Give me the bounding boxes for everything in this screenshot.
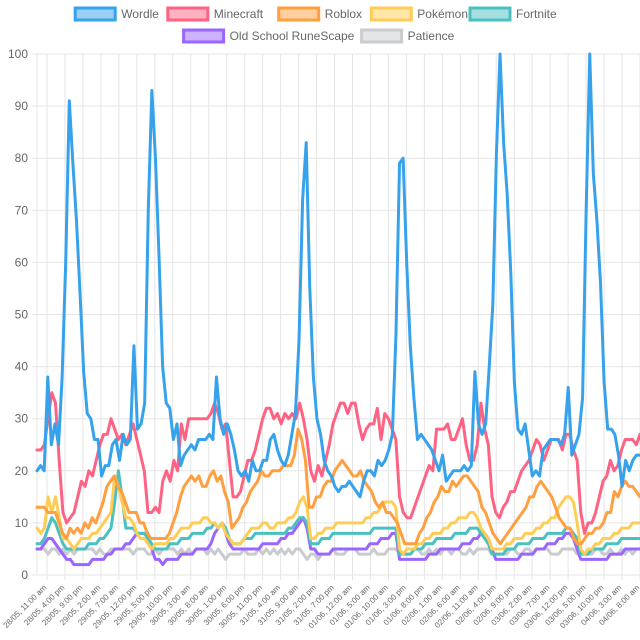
legend-swatch: [73, 6, 117, 22]
legend-label: Pokémon: [417, 7, 468, 21]
legend-swatch: [182, 28, 226, 44]
legend-item[interactable]: Patience: [360, 28, 455, 44]
legend-item[interactable]: Minecraft: [166, 6, 264, 22]
legend-label: Old School RuneScape: [230, 29, 355, 43]
chart-series: [35, 52, 640, 567]
y-tick-label: 10: [15, 516, 29, 530]
legend-item[interactable]: Old School RuneScape: [182, 28, 355, 44]
legend-swatch: [166, 6, 210, 22]
series-line-roblox[interactable]: [35, 427, 640, 546]
legend-label: Wordle: [121, 7, 159, 21]
y-tick-label: 100: [8, 47, 28, 61]
series-line-pok-mon[interactable]: [35, 474, 640, 556]
legend-label: Roblox: [325, 7, 362, 21]
chart-legend: Wordle Minecraft Roblox Pokémon Fortnite Old …: [73, 6, 557, 44]
legend-swatch: [369, 6, 413, 22]
legend-swatch: [277, 6, 321, 22]
y-tick-label: 90: [15, 99, 29, 113]
series-line-minecraft[interactable]: [35, 391, 640, 535]
legend-swatch: [468, 6, 512, 22]
legend-item[interactable]: Fortnite: [468, 6, 557, 22]
y-tick-label: 60: [15, 255, 29, 269]
legend-label: Minecraft: [214, 7, 264, 21]
legend-item[interactable]: Pokémon: [369, 6, 468, 22]
y-tick-label: 70: [15, 203, 29, 217]
y-tick-label: 50: [15, 308, 29, 322]
legend-label: Patience: [408, 29, 455, 43]
y-tick-label: 40: [15, 360, 29, 374]
legend-item[interactable]: Roblox: [277, 6, 362, 22]
series-line-old-school-runescape[interactable]: [35, 516, 640, 567]
legend-swatch: [360, 28, 404, 44]
series-line-patience[interactable]: [35, 547, 640, 561]
legend-label: Fortnite: [516, 7, 557, 21]
y-tick-label: 0: [21, 568, 28, 582]
y-tick-label: 20: [15, 464, 29, 478]
y-tick-label: 80: [15, 151, 29, 165]
series-line-wordle[interactable]: [35, 52, 640, 499]
y-tick-label: 30: [15, 412, 29, 426]
legend-item[interactable]: Wordle: [73, 6, 159, 22]
y-axis: 0 10 20 30 40 50 60 70 80 90 100: [8, 47, 28, 582]
